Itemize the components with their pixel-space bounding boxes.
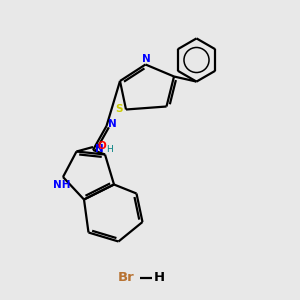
Text: N: N: [108, 118, 117, 129]
Text: Br: Br: [118, 271, 134, 284]
Text: NH: NH: [53, 179, 70, 190]
Text: S: S: [116, 104, 123, 115]
Text: H: H: [106, 146, 113, 154]
Text: N: N: [142, 54, 151, 64]
Text: H: H: [153, 271, 165, 284]
Text: N: N: [94, 143, 103, 154]
Text: O: O: [97, 141, 106, 152]
